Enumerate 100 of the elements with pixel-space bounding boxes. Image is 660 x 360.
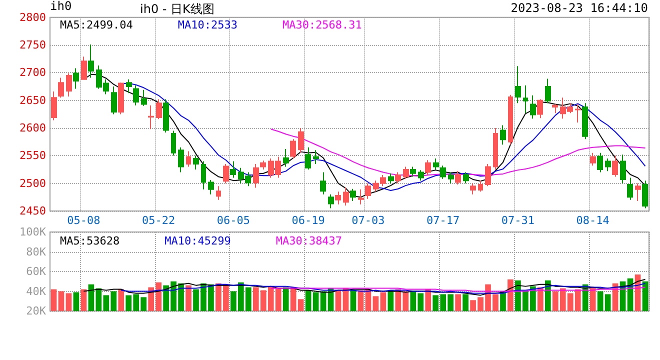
candlestick: [290, 138, 296, 159]
candlestick: [620, 154, 626, 184]
candlestick: [358, 188, 364, 205]
chart-title: ih0 - 日K线图: [140, 2, 214, 16]
x-tick-label: 07-31: [501, 214, 535, 227]
y-tick-label: 2650: [20, 94, 46, 107]
candlestick: [343, 186, 349, 206]
candlestick: [208, 180, 214, 195]
candlestick: [440, 165, 446, 180]
candlestick: [448, 172, 454, 184]
candlestick: [51, 91, 57, 121]
x-tick-label: 07-17: [426, 214, 460, 227]
y-tick-label: 2800: [20, 10, 46, 24]
candlestick: [493, 128, 498, 170]
candlestick: [612, 155, 618, 178]
x-tick-label: 06-19: [292, 214, 325, 227]
x-tick-label: 05-08: [67, 214, 100, 227]
candlestick: [582, 102, 588, 140]
candlestick: [515, 66, 521, 104]
candlestick: [88, 44, 94, 78]
candlestick: [545, 78, 551, 104]
candlestick: [418, 170, 424, 182]
candlestick: [365, 182, 371, 200]
candlestick: [597, 152, 603, 173]
candlestick: [537, 98, 543, 119]
candlestick: [58, 77, 64, 98]
line-series: [120, 282, 646, 294]
y-tick-label: 60K: [26, 265, 46, 278]
candlestick: [260, 160, 266, 170]
y-tick-label: 20K: [26, 304, 46, 318]
y-tick-label: 2450: [20, 204, 46, 218]
candlestick: [201, 160, 206, 190]
candlestick: [66, 72, 72, 97]
candlestick: [133, 84, 139, 106]
candlestick: [283, 148, 289, 168]
candlestick: [328, 194, 334, 209]
candlestick: [410, 166, 416, 178]
candlestick: [530, 94, 536, 120]
candlestick: [156, 98, 162, 120]
x-tick-label: 08-14: [576, 214, 610, 227]
candlestick: [433, 158, 439, 170]
candlestick: [635, 182, 641, 202]
candlestick: [178, 146, 184, 173]
candlestick: [141, 89, 147, 106]
candlestick: [350, 188, 356, 202]
y-axis-title: ih0: [50, 0, 72, 13]
y-tick-label: 2500: [20, 176, 46, 190]
candlestick: [425, 160, 431, 176]
candlestick: [313, 150, 319, 164]
candlestick: [523, 84, 528, 114]
candlestick: [478, 180, 483, 192]
candlestick: [320, 172, 326, 195]
candlestick: [73, 68, 79, 90]
y-tick-label: 80K: [26, 245, 46, 258]
candlestick: [335, 191, 341, 205]
candlestick: [305, 146, 311, 170]
text: MA5:2499.04: [60, 18, 134, 32]
candlestick: [186, 150, 191, 168]
line-series: [270, 128, 646, 177]
candlestick: [81, 56, 87, 80]
candlestick: [605, 158, 611, 172]
candlestick: [223, 163, 229, 184]
text: MA5:53628: [60, 234, 120, 248]
candlestick: [298, 128, 304, 154]
candlestick: [627, 177, 633, 200]
candlestick: [253, 163, 259, 188]
candlestick: [163, 98, 169, 133]
candlestick: [500, 124, 506, 146]
candlestick: [463, 172, 469, 184]
x-tick-label: 06-05: [216, 214, 250, 227]
candlestick: [230, 160, 236, 178]
x-tick-label: 07-03: [352, 214, 385, 227]
candlestick: [148, 104, 154, 130]
y-tick-label: 40K: [26, 284, 46, 298]
candlestick: [508, 94, 513, 146]
candlestick: [552, 104, 558, 114]
candlestick: [590, 152, 596, 166]
y-tick-label: 100K: [20, 226, 46, 238]
text: MA30:38437: [276, 234, 342, 248]
candlestick: [193, 155, 199, 170]
y-tick-label: 2700: [20, 66, 46, 80]
candlestick: [395, 172, 401, 184]
text: MA10:45299: [164, 234, 231, 248]
candlestick: [485, 163, 491, 187]
candlestick: [642, 180, 648, 209]
candlestick: [126, 78, 132, 94]
candlestick: [118, 82, 124, 115]
candlestick: [171, 130, 176, 156]
y-tick-label: 2600: [20, 122, 46, 135]
candlestick: [111, 86, 117, 115]
text: MA10:2533: [178, 18, 238, 32]
y-tick-label: 2550: [20, 149, 46, 162]
y-tick-label: 2750: [20, 38, 46, 52]
candlestick: [216, 186, 221, 200]
candlestick: [575, 104, 581, 123]
text: MA30:2568.31: [282, 18, 362, 32]
candlestick: [403, 166, 409, 180]
candlestick: [455, 170, 461, 185]
candlestick: [470, 182, 476, 195]
candlestick: [388, 172, 394, 184]
